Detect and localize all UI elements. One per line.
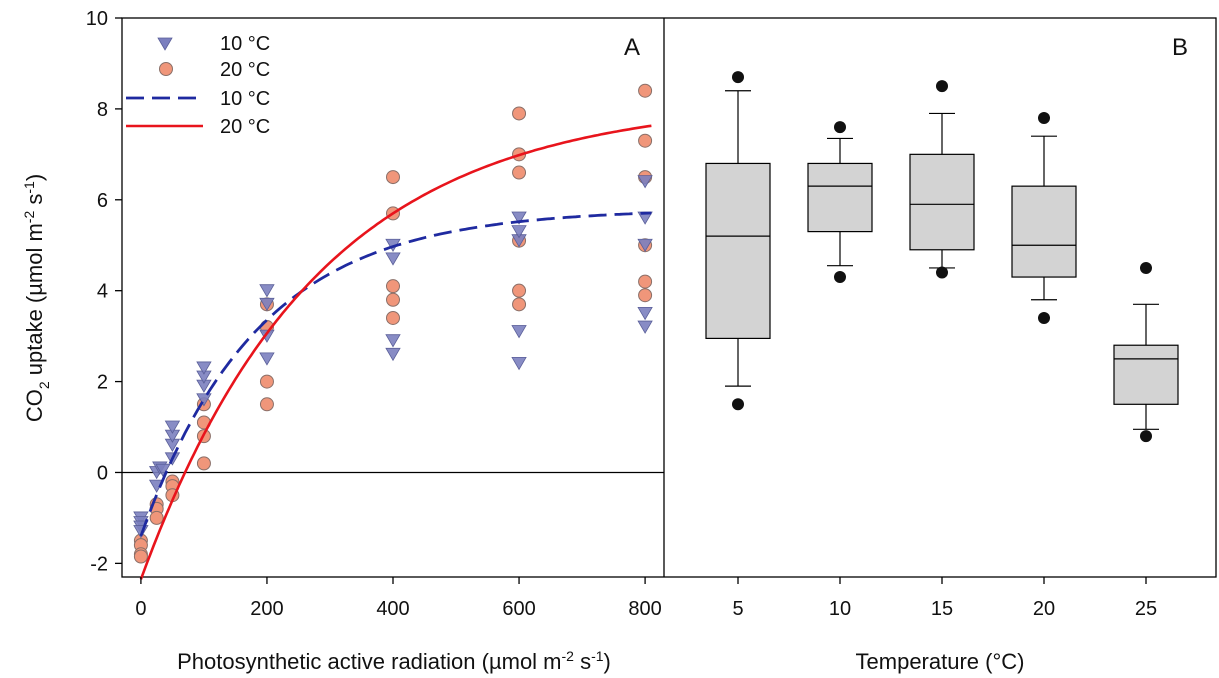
box-10	[807, 162, 873, 233]
box-5	[705, 162, 771, 340]
data-point-10c	[385, 334, 401, 348]
data-point-20c	[133, 549, 148, 564]
data-point-20c	[386, 279, 400, 294]
data-point-20c	[638, 83, 653, 98]
x-tick-label: 15	[931, 598, 953, 620]
data-point-20c	[259, 374, 274, 389]
data-point-20c	[638, 133, 653, 148]
y-axis-label: CO2 uptake (µmol m-2 s-1)	[21, 174, 52, 422]
x-tick-label: 10	[829, 598, 851, 620]
outlier-point	[1038, 111, 1050, 124]
outlier-point	[834, 271, 846, 284]
data-point-10c	[637, 175, 653, 189]
data-point-10c	[637, 320, 653, 334]
data-point-10c	[155, 463, 171, 477]
data-point-10c	[511, 356, 527, 371]
fit-curve-20c	[139, 124, 652, 580]
data-point-10c	[385, 252, 401, 266]
data-point-10c	[196, 393, 212, 407]
data-point-10c	[259, 284, 275, 298]
legend-label-2: 10 °C	[220, 88, 270, 110]
y-tick-label: 8	[97, 99, 108, 121]
x-axis-label-b: Temperature (°C)	[856, 649, 1025, 674]
y-tick-label: 2	[97, 372, 108, 394]
outlier-point	[732, 71, 744, 84]
data-point-20c	[386, 170, 400, 185]
x-tick-label: 800	[628, 598, 661, 620]
x-tick-label: 600	[502, 598, 535, 620]
panel-b-data: 5 10 15 20 25	[705, 71, 1179, 620]
y-tick-label: 0	[97, 462, 108, 484]
outlier-point	[834, 121, 846, 134]
panel-a-axes: -2 0 2 4 6 8 10 0 200 400 600 800	[86, 8, 662, 620]
data-point-20c	[638, 274, 653, 289]
data-point-20c	[196, 456, 211, 471]
data-point-10c	[385, 347, 401, 362]
data-point-20c	[149, 510, 164, 525]
data-point-20c	[512, 283, 527, 298]
data-point-20c	[512, 106, 527, 121]
x-tick-label: 0	[135, 598, 146, 620]
x-tick-label: 200	[250, 598, 283, 620]
data-point-20c	[512, 297, 527, 312]
legend-circle-marker	[159, 62, 173, 76]
panel-a-data	[133, 83, 653, 580]
box-15	[909, 153, 975, 251]
legend-label-1: 20 °C	[220, 59, 270, 81]
x-axis-label-a: Photosynthetic active radiation (µmol m-…	[177, 648, 611, 674]
legend-label-3: 20 °C	[220, 116, 270, 138]
data-point-10c	[164, 420, 181, 434]
panel-b-label: B	[1172, 34, 1188, 61]
legend-triangle-marker	[157, 37, 173, 51]
data-point-20c	[386, 292, 400, 307]
data-point-20c	[386, 310, 400, 325]
data-point-10c	[196, 361, 212, 375]
fit-curve-10c	[139, 211, 652, 537]
x-tick-label: 25	[1135, 598, 1157, 620]
x-tick-label: 5	[732, 598, 743, 620]
y-tick-label: -2	[90, 553, 108, 575]
outlier-point	[936, 266, 948, 279]
data-point-10c	[259, 352, 275, 366]
data-point-10c	[511, 225, 527, 239]
outlier-point	[1140, 261, 1152, 274]
panel-a-label: A	[624, 34, 640, 61]
legend: 10 °C 20 °C 10 °C 20 °C	[126, 33, 270, 138]
box-20	[1011, 185, 1077, 278]
data-point-10c	[259, 297, 275, 312]
data-point-10c	[637, 238, 653, 253]
outlier-point	[936, 80, 948, 93]
y-tick-label: 4	[97, 281, 108, 303]
outlier-point	[1140, 430, 1152, 443]
plot-frame	[121, 17, 1217, 578]
x-tick-label: 400	[376, 598, 409, 620]
data-point-10c	[637, 307, 653, 321]
x-tick-label: 20	[1033, 598, 1055, 620]
data-point-10c	[511, 211, 527, 225]
data-point-20c	[512, 165, 527, 180]
data-point-10c	[511, 325, 527, 339]
outlier-point	[1038, 311, 1050, 324]
box-25	[1113, 344, 1179, 405]
data-point-20c	[638, 288, 653, 303]
data-point-20c	[259, 397, 274, 412]
y-tick-label: 10	[86, 8, 108, 30]
outlier-point	[732, 398, 744, 411]
y-tick-label: 6	[97, 190, 108, 212]
legend-label-0: 10 °C	[220, 33, 270, 55]
